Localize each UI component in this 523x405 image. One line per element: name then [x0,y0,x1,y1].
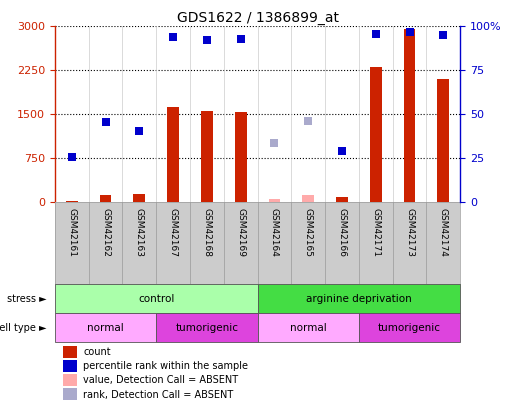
Bar [63,388,77,400]
Text: count: count [83,347,111,357]
Text: GSM42174: GSM42174 [439,209,448,257]
Bar [100,195,111,202]
Text: GSM42162: GSM42162 [101,209,110,257]
Text: GSM42166: GSM42166 [337,209,347,258]
Bar [55,313,156,342]
Bar [156,313,257,342]
Bar [201,111,213,202]
Text: GSM42163: GSM42163 [135,209,144,258]
Text: GSM42169: GSM42169 [236,209,245,258]
Bar [63,360,77,372]
Text: tumorigenic: tumorigenic [378,323,441,333]
Text: GSM42161: GSM42161 [67,209,76,258]
Text: GSM42173: GSM42173 [405,209,414,258]
Text: tumorigenic: tumorigenic [175,323,238,333]
Text: GSM42164: GSM42164 [270,209,279,257]
Bar [370,67,382,202]
Bar [257,284,460,313]
Title: GDS1622 / 1386899_at: GDS1622 / 1386899_at [177,11,338,25]
Bar [235,112,247,202]
Text: GSM42165: GSM42165 [304,209,313,258]
Bar [404,29,415,202]
Bar [63,346,77,358]
Bar [63,374,77,386]
Bar [66,201,78,202]
Bar [302,196,314,202]
Text: control: control [138,294,175,303]
Bar [167,107,179,202]
Text: stress ►: stress ► [7,294,47,303]
Text: value, Detection Call = ABSENT: value, Detection Call = ABSENT [83,375,238,386]
Bar [133,194,145,202]
Text: GSM42171: GSM42171 [371,209,380,258]
Bar [437,79,449,202]
Text: GSM42168: GSM42168 [202,209,211,258]
Text: normal: normal [290,323,327,333]
Bar [359,313,460,342]
Bar [268,199,280,202]
Text: cell type ►: cell type ► [0,323,47,333]
Text: normal: normal [87,323,124,333]
Text: arginine deprivation: arginine deprivation [306,294,412,303]
Text: GSM42167: GSM42167 [168,209,178,258]
Bar [55,284,257,313]
Text: percentile rank within the sample: percentile rank within the sample [83,361,248,371]
Bar [257,313,359,342]
Bar [336,197,348,202]
Text: rank, Detection Call = ABSENT: rank, Detection Call = ABSENT [83,390,234,399]
